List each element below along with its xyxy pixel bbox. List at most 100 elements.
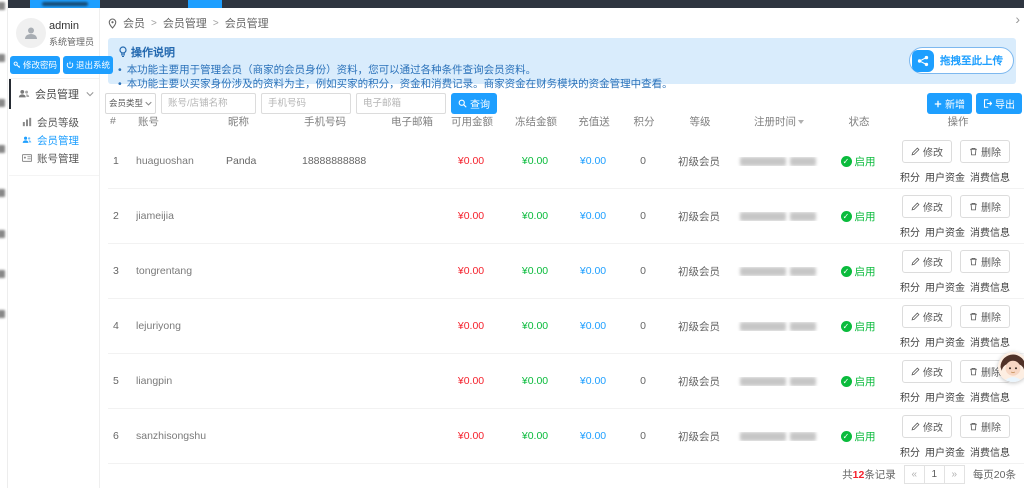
cell-points: 0 (640, 375, 646, 387)
delete-button[interactable]: 删除 (960, 250, 1010, 273)
col-register-time[interactable]: 注册时间 (730, 114, 826, 129)
edit-button[interactable]: 修改 (902, 250, 952, 273)
cell-account: lejuriyong (136, 320, 181, 332)
check-circle-icon: ✓ (840, 265, 852, 277)
cell-frozen: ¥0.00 (521, 375, 549, 387)
chart-icon (22, 117, 32, 127)
table-row: 6 sanzhisongshu ¥0.00 ¥0.00 ¥0.00 0 初级会员… (108, 409, 1024, 464)
sidebar: admin 系统管理员 修改密码 退出系统 会员管理 会员等级 (9, 8, 114, 488)
table-row: 1 huaguoshan Panda 18888888888 ¥0.00 ¥0.… (108, 134, 1024, 189)
delete-button[interactable]: 删除 (960, 195, 1010, 218)
page-size-select[interactable]: 每页20条 (972, 469, 1016, 481)
export-button[interactable]: 导出 (976, 93, 1022, 114)
cell-index: 2 (113, 210, 119, 222)
cell-level: 初级会员 (678, 210, 720, 223)
current-page[interactable]: 1 (923, 465, 945, 484)
member-type-select[interactable]: 会员类型 (105, 92, 157, 114)
email-input[interactable] (356, 92, 447, 114)
consumption-info-link[interactable]: 消费信息 (970, 338, 1010, 349)
secondary-tab[interactable] (188, 0, 222, 8)
user-funds-link[interactable]: 用户资金 (925, 283, 965, 294)
search-icon (458, 99, 467, 108)
cell-gift: ¥0.00 (579, 210, 607, 222)
row-action-links: 积分 用户资金 消费信息 (900, 334, 1010, 349)
cell-status: ✓ 启用 (826, 154, 890, 169)
cell-available: ¥0.00 (457, 320, 485, 332)
cell-gift: ¥0.00 (579, 320, 607, 332)
sidebar-item-account-management[interactable]: 账号管理 (9, 149, 99, 167)
prev-page-button[interactable]: « (903, 465, 925, 484)
delete-button[interactable]: 删除 (960, 140, 1010, 163)
cell-register-time-redacted (730, 156, 826, 166)
drag-upload-button[interactable]: 拖拽至此上传 (909, 47, 1014, 74)
consumption-info-link[interactable]: 消费信息 (970, 173, 1010, 184)
edit-button[interactable]: 修改 (902, 415, 952, 438)
col-nickname: 昵称 (228, 115, 249, 128)
user-role: 系统管理员 (49, 37, 95, 47)
col-phone: 手机号码 (304, 115, 346, 128)
user-funds-link[interactable]: 用户资金 (925, 448, 965, 459)
col-frozen: 冻结金额 (515, 115, 557, 128)
account-shop-input[interactable] (161, 92, 257, 114)
status-badge: 启用 (854, 430, 876, 443)
add-button[interactable]: 新增 (927, 93, 972, 114)
check-circle-icon: ✓ (840, 210, 852, 222)
user-funds-link[interactable]: 用户资金 (925, 173, 965, 184)
sidebar-item-member-level[interactable]: 会员等级 (9, 113, 99, 131)
cell-account: huaguoshan (136, 155, 194, 167)
support-avatar[interactable] (998, 352, 1024, 382)
chevron-right-icon[interactable]: › (1015, 11, 1020, 27)
user-funds-link[interactable]: 用户资金 (925, 338, 965, 349)
check-circle-icon: ✓ (840, 155, 852, 167)
edit-button[interactable]: 修改 (902, 305, 952, 328)
delete-button[interactable]: 删除 (960, 360, 1010, 383)
cell-actions: 修改 删除 积分 用户资金 消费信息 (890, 303, 1024, 349)
points-link[interactable]: 积分 (900, 448, 920, 459)
logout-button[interactable]: 退出系统 (63, 56, 114, 74)
row-action-links: 积分 用户资金 消费信息 (900, 224, 1010, 239)
delete-button[interactable]: 删除 (960, 305, 1010, 328)
consumption-info-link[interactable]: 消费信息 (970, 228, 1010, 239)
cell-gift: ¥0.00 (579, 375, 607, 387)
cell-points: 0 (640, 210, 646, 222)
consumption-info-link[interactable]: 消费信息 (970, 393, 1010, 404)
points-link[interactable]: 积分 (900, 173, 920, 184)
points-link[interactable]: 积分 (900, 228, 920, 239)
change-password-button[interactable]: 修改密码 (10, 56, 61, 74)
next-page-button[interactable]: » (943, 465, 965, 484)
points-link[interactable]: 积分 (900, 338, 920, 349)
edit-button[interactable]: 修改 (902, 360, 952, 383)
sidebar-menu-member-management[interactable]: 会员管理 (9, 79, 99, 109)
consumption-info-link[interactable]: 消费信息 (970, 283, 1010, 294)
cell-status: ✓ 启用 (826, 374, 890, 389)
breadcrumb-member-mgmt[interactable]: 会员管理 (162, 18, 207, 30)
sidebar-divider (9, 78, 99, 79)
status-badge: 启用 (854, 265, 876, 278)
table-body: 1 huaguoshan Panda 18888888888 ¥0.00 ¥0.… (108, 134, 1024, 464)
delete-button[interactable]: 删除 (960, 415, 1010, 438)
points-link[interactable]: 积分 (900, 393, 920, 404)
cell-account: liangpin (136, 375, 173, 387)
active-tab[interactable] (30, 0, 100, 8)
key-icon (13, 61, 20, 68)
cell-level: 初级会员 (678, 265, 720, 278)
col-available: 可用金额 (451, 115, 493, 128)
points-link[interactable]: 积分 (900, 283, 920, 294)
cell-points: 0 (640, 320, 646, 332)
edit-button[interactable]: 修改 (902, 140, 952, 163)
cell-status: ✓ 启用 (826, 429, 890, 444)
breadcrumb-member[interactable]: 会员 (123, 18, 145, 30)
sidebar-item-member-management[interactable]: 会员管理 (9, 131, 99, 149)
cell-actions: 修改 删除 积分 用户资金 消费信息 (890, 193, 1024, 239)
search-button[interactable]: 查询 (451, 92, 498, 114)
phone-input[interactable] (261, 92, 352, 114)
consumption-info-link[interactable]: 消费信息 (970, 448, 1010, 459)
cell-gift: ¥0.00 (579, 155, 607, 167)
breadcrumb-current[interactable]: 会员管理 (224, 18, 269, 30)
edit-button[interactable]: 修改 (902, 195, 952, 218)
operation-notice-box: 操作说明 本功能主要用于管理会员（商家的会员身份）资料，您可以通过各种条件查询会… (108, 38, 1016, 90)
user-funds-link[interactable]: 用户资金 (925, 393, 965, 404)
user-funds-link[interactable]: 用户资金 (925, 228, 965, 239)
cell-frozen: ¥0.00 (521, 430, 549, 442)
cell-level: 初级会员 (678, 430, 720, 443)
